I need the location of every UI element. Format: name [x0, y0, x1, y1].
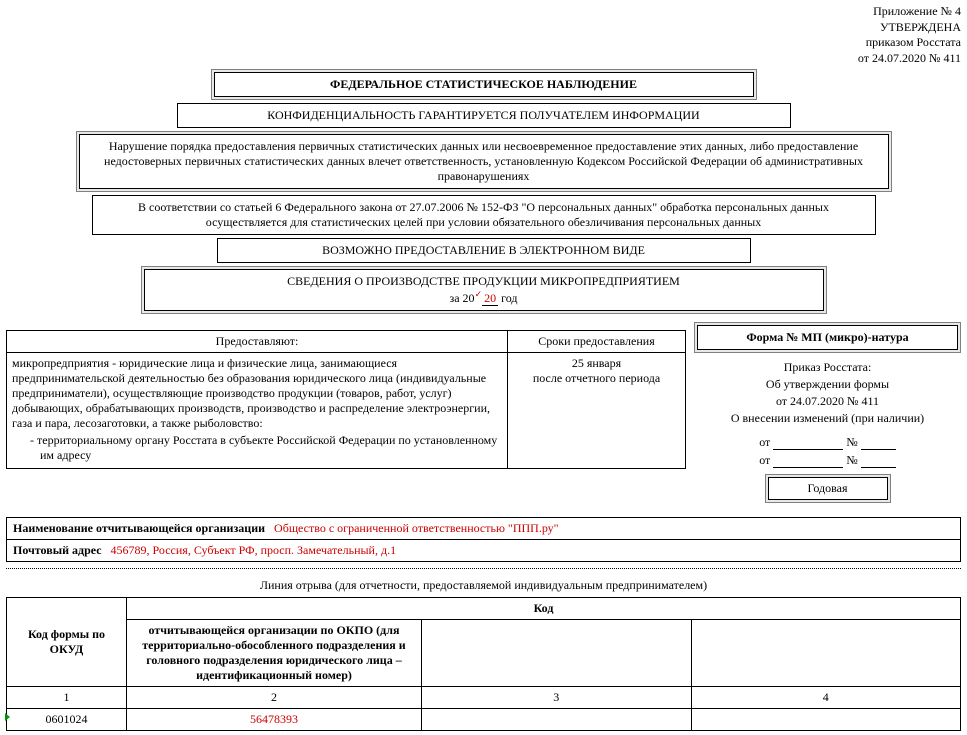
- order-line: Приказ Росстата:: [694, 359, 961, 376]
- codes-col4-header: [691, 619, 961, 686]
- provide-body-text: микропредприятия - юридические лица и фи…: [12, 356, 502, 431]
- data-title-box: СВЕДЕНИЯ О ПРОИЗВОДСТВЕ ПРОДУКЦИИ МИКРОП…: [141, 266, 827, 314]
- codes-col2-header: отчитывающейся организации по ОКПО (для …: [127, 619, 422, 686]
- approval-line: УТВЕРЖДЕНА: [6, 20, 961, 36]
- approval-line: от 24.07.2020 № 411: [6, 51, 961, 67]
- code-4-value[interactable]: [691, 708, 961, 730]
- org-name-label: Наименование отчитывающейся организации: [13, 521, 265, 535]
- violation-text: Нарушение порядка предоставления первичн…: [79, 134, 889, 189]
- code-3-value[interactable]: [422, 708, 692, 730]
- data-title-inner: СВЕДЕНИЯ О ПРОИЗВОДСТВЕ ПРОДУКЦИИ МИКРОП…: [144, 269, 824, 311]
- okpo-code[interactable]: 56478393: [127, 708, 422, 730]
- codes-num: 1: [7, 686, 127, 708]
- provide-item: - территориальному органу Росстата в суб…: [30, 433, 502, 463]
- date-blank[interactable]: [773, 437, 843, 450]
- org-table: Наименование отчитывающейся организации …: [6, 517, 961, 562]
- codes-col1-header: Код формы по ОКУД: [7, 597, 127, 686]
- org-name-value[interactable]: Общество с ограниченной ответственностью…: [274, 521, 559, 535]
- personal-data-box: В соответствии со статьей 6 Федерального…: [92, 195, 876, 235]
- violation-box: Нарушение порядка предоставления первичн…: [76, 131, 892, 192]
- change-line-2: от №: [694, 453, 961, 468]
- codes-num: 4: [691, 686, 961, 708]
- data-title-year: за 20✓20 год: [151, 289, 817, 306]
- codes-num: 2: [127, 686, 422, 708]
- order-line: Об утверждении формы: [694, 376, 961, 393]
- codes-col3-header: [422, 619, 692, 686]
- provide-body-cell: микропредприятия - юридические лица и фи…: [7, 353, 508, 469]
- number-blank[interactable]: [861, 437, 896, 450]
- codes-table: Код формы по ОКУД Код отчитывающейся орг…: [6, 597, 961, 731]
- annual-box: Годовая: [765, 474, 891, 503]
- year-value[interactable]: 20: [482, 291, 498, 306]
- electronic-box: ВОЗМОЖНО ПРЕДОСТАВЛЕНИЕ В ЭЛЕКТРОННОМ ВИ…: [217, 238, 751, 263]
- date-blank[interactable]: [773, 455, 843, 468]
- form-name-text: Форма № МП (микро)-натура: [697, 325, 958, 350]
- year-tick: ✓: [475, 289, 483, 299]
- dotted-separator: [6, 568, 961, 570]
- form-name-box: Форма № МП (микро)-натура: [694, 322, 961, 353]
- deadline-line2: после отчетного периода: [513, 371, 680, 386]
- deadline-line1: 25 января: [513, 356, 680, 371]
- change-line-1: от №: [694, 435, 961, 450]
- confidentiality-box: КОНФИДЕНЦИАЛЬНОСТЬ ГАРАНТИРУЕТСЯ ПОЛУЧАТ…: [177, 103, 791, 128]
- annual-text: Годовая: [768, 477, 888, 500]
- okud-code: 0601024: [7, 708, 127, 730]
- deadline-cell: 25 января после отчетного периода: [508, 353, 686, 469]
- codes-span-header: Код: [127, 597, 961, 619]
- order-line: О внесении изменений (при наличии): [694, 410, 961, 427]
- approval-line: Приложение № 4: [6, 4, 961, 20]
- org-addr-label: Почтовый адрес: [13, 543, 102, 557]
- approval-line: приказом Росстата: [6, 35, 961, 51]
- data-title-line1: СВЕДЕНИЯ О ПРОИЗВОДСТВЕ ПРОДУКЦИИ МИКРОП…: [151, 274, 817, 289]
- provide-table: Предоставляют: Сроки предоставления микр…: [6, 330, 686, 469]
- org-name-row: Наименование отчитывающейся организации …: [7, 517, 961, 539]
- title-text: ФЕДЕРАЛЬНОЕ СТАТИСТИЧЕСКОЕ НАБЛЮДЕНИЕ: [214, 72, 754, 97]
- codes-num: 3: [422, 686, 692, 708]
- provide-header-right: Сроки предоставления: [508, 331, 686, 353]
- title-box: ФЕДЕРАЛЬНОЕ СТАТИСТИЧЕСКОЕ НАБЛЮДЕНИЕ: [211, 69, 757, 100]
- order-info: Приказ Росстата: Об утверждении формы от…: [694, 359, 961, 426]
- provide-header-left: Предоставляют:: [7, 331, 508, 353]
- approval-block: Приложение № 4 УТВЕРЖДЕНА приказом Росст…: [6, 4, 961, 66]
- number-blank[interactable]: [861, 455, 896, 468]
- order-line: от 24.07.2020 № 411: [694, 393, 961, 410]
- provide-list: - территориальному органу Росстата в суб…: [12, 433, 502, 463]
- tear-line-label: Линия отрыва (для отчетности, предоставл…: [6, 578, 961, 593]
- org-addr-value[interactable]: 456789, Россия, Субъект РФ, просп. Замеч…: [111, 543, 397, 557]
- org-addr-row: Почтовый адрес 456789, Россия, Субъект Р…: [7, 539, 961, 561]
